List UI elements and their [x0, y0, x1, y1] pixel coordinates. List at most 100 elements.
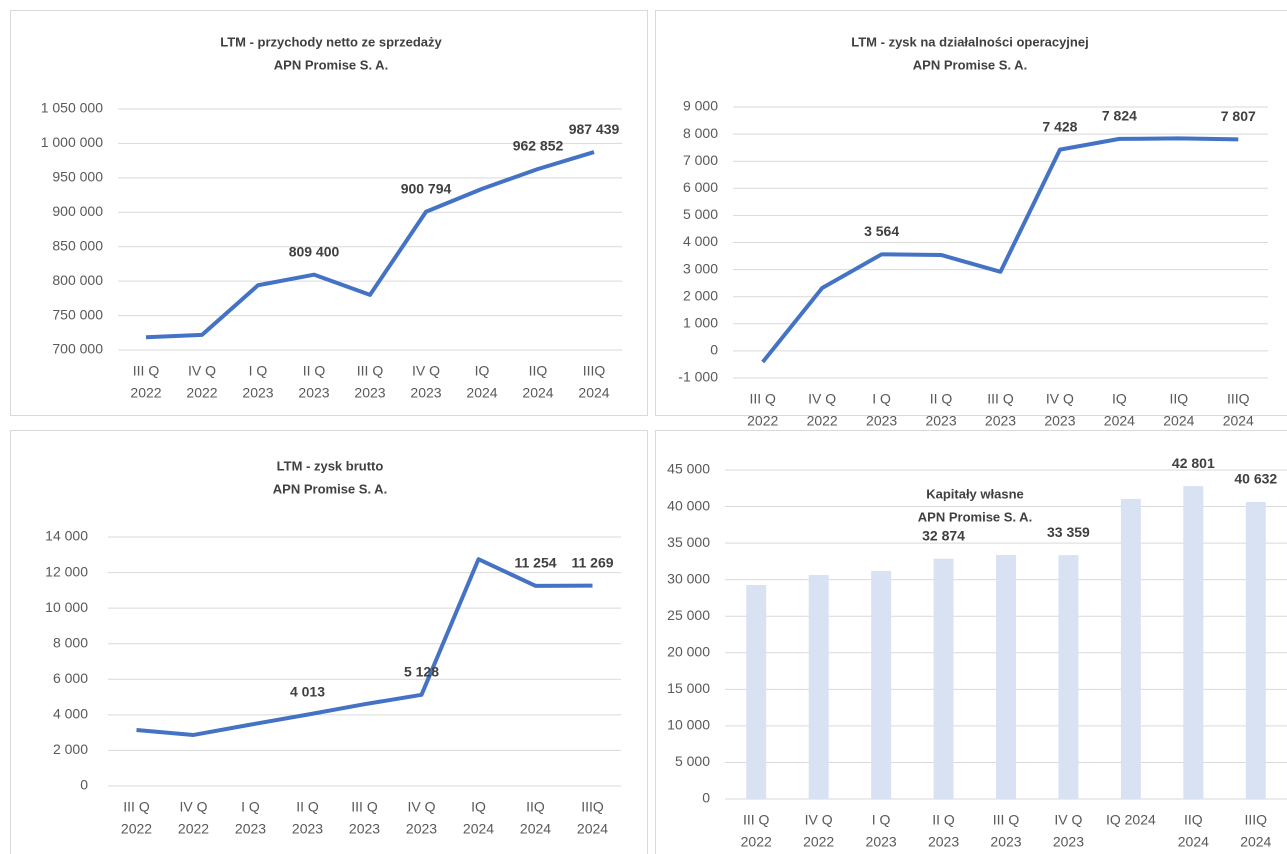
x-tick-label: II Q — [296, 799, 319, 815]
x-tick-label: IV Q — [407, 799, 435, 815]
y-tick-label: 0 — [710, 342, 718, 358]
y-tick-label: 10 000 — [45, 599, 88, 615]
x-tick-label: III Q — [351, 799, 378, 815]
chart-title: LTM - zysk brutto — [277, 458, 384, 473]
y-tick-label: 5 000 — [675, 753, 710, 769]
x-tick-label: 2024 — [522, 385, 553, 401]
bar — [1245, 501, 1266, 799]
bar — [808, 574, 829, 799]
panel — [655, 10, 1287, 416]
y-tick-label: 14 000 — [45, 528, 88, 544]
data-label: 40 632 — [1234, 471, 1277, 487]
bar — [1183, 486, 1204, 799]
panel — [10, 430, 648, 854]
x-tick-label: IV Q — [179, 799, 207, 815]
y-tick-label: 950 000 — [52, 169, 103, 185]
data-label: 5 128 — [404, 663, 439, 679]
bar — [933, 558, 954, 799]
x-tick-label: 2024 — [578, 385, 609, 401]
data-label: 42 801 — [1172, 455, 1215, 471]
x-tick-label: III Q — [123, 799, 150, 815]
y-tick-label: 900 000 — [52, 203, 103, 219]
x-tick-label: IV Q — [1046, 391, 1074, 407]
data-line — [145, 150, 595, 340]
x-tick-label: 2023 — [406, 821, 437, 837]
data-label: 11 269 — [571, 554, 613, 570]
chart-subtitle: APN Promise S. A. — [913, 57, 1027, 72]
y-tick-label: 2 000 — [53, 741, 88, 757]
y-tick-label: -1 000 — [678, 369, 718, 385]
x-tick-label: IIIQ — [583, 363, 606, 379]
x-tick-label: 2023 — [354, 385, 385, 401]
x-tick-label: 2023 — [1044, 413, 1075, 429]
x-tick-label: IQ — [1112, 391, 1127, 407]
y-tick-label: 800 000 — [52, 272, 103, 288]
y-tick-label: 6 000 — [683, 179, 718, 195]
x-tick-label: 2023 — [925, 413, 956, 429]
y-tick-label: 1 000 — [683, 315, 718, 331]
bar — [871, 570, 892, 799]
x-tick-label: IQ — [475, 363, 490, 379]
bar — [1058, 555, 1079, 799]
x-tick-label: III Q — [993, 812, 1020, 828]
x-tick-label: 2023 — [349, 821, 380, 837]
data-label: 32 874 — [922, 527, 965, 543]
data-label: 900 794 — [401, 180, 452, 196]
x-tick-label: IV Q — [808, 391, 836, 407]
y-tick-label: 1 050 000 — [41, 100, 103, 116]
data-line — [136, 557, 593, 737]
x-tick-label: I Q — [872, 812, 891, 828]
x-tick-label: III Q — [743, 812, 770, 828]
x-tick-label: III Q — [133, 363, 160, 379]
x-tick-label: IIIQ — [581, 799, 604, 815]
y-tick-label: 7 000 — [683, 152, 718, 168]
x-tick-label: 2024 — [1178, 834, 1209, 850]
x-tick-label: 2023 — [298, 385, 329, 401]
x-tick-label: 2022 — [803, 834, 834, 850]
x-tick-label: 2024 — [1104, 413, 1135, 429]
x-tick-label: IIQ — [1184, 812, 1203, 828]
x-tick-label: II Q — [303, 363, 326, 379]
panel — [655, 430, 1287, 854]
x-tick-label: 2023 — [1053, 834, 1084, 850]
y-tick-label: 45 000 — [667, 461, 710, 477]
y-tick-label: 15 000 — [667, 680, 710, 696]
data-label: 962 852 — [513, 138, 564, 154]
chart-title: LTM - zysk na działalności operacyjnej — [851, 34, 1088, 49]
y-tick-label: 4 000 — [683, 233, 718, 249]
x-tick-label: 2022 — [121, 821, 152, 837]
x-tick-label: IV Q — [188, 363, 216, 379]
y-tick-label: 4 000 — [53, 706, 88, 722]
chart-subtitle: APN Promise S. A. — [274, 57, 388, 72]
x-tick-label: 2023 — [235, 821, 266, 837]
data-label: 4 013 — [290, 683, 325, 699]
x-tick-label: 2023 — [866, 413, 897, 429]
x-tick-label: 2022 — [186, 385, 217, 401]
y-tick-label: 35 000 — [667, 534, 710, 550]
x-tick-label: IV Q — [1054, 812, 1082, 828]
y-tick-label: 30 000 — [667, 570, 710, 586]
y-tick-label: 20 000 — [667, 643, 710, 659]
chart-subtitle: APN Promise S. A. — [918, 509, 1032, 524]
data-label: 7 824 — [1102, 108, 1137, 124]
x-tick-label: 2024 — [1163, 413, 1194, 429]
data-label: 11 254 — [514, 555, 556, 571]
x-tick-label: IIQ — [529, 363, 548, 379]
x-tick-label: 2024 — [463, 821, 494, 837]
x-tick-label: 2022 — [747, 413, 778, 429]
y-tick-label: 850 000 — [52, 237, 103, 253]
data-label: 3 564 — [864, 223, 899, 239]
x-tick-label: III Q — [987, 391, 1014, 407]
y-tick-label: 8 000 — [53, 634, 88, 650]
x-tick-label: II Q — [930, 391, 953, 407]
x-tick-label: IIQ — [1169, 391, 1188, 407]
data-label: 7 807 — [1221, 108, 1256, 124]
data-label: 987 439 — [569, 121, 620, 137]
y-tick-label: 9 000 — [683, 98, 718, 114]
x-tick-label: IQ — [471, 799, 486, 815]
x-tick-label: IV Q — [805, 812, 833, 828]
bar — [746, 585, 767, 799]
x-tick-label: IQ 2024 — [1106, 812, 1156, 828]
x-tick-label: 2024 — [1223, 413, 1254, 429]
